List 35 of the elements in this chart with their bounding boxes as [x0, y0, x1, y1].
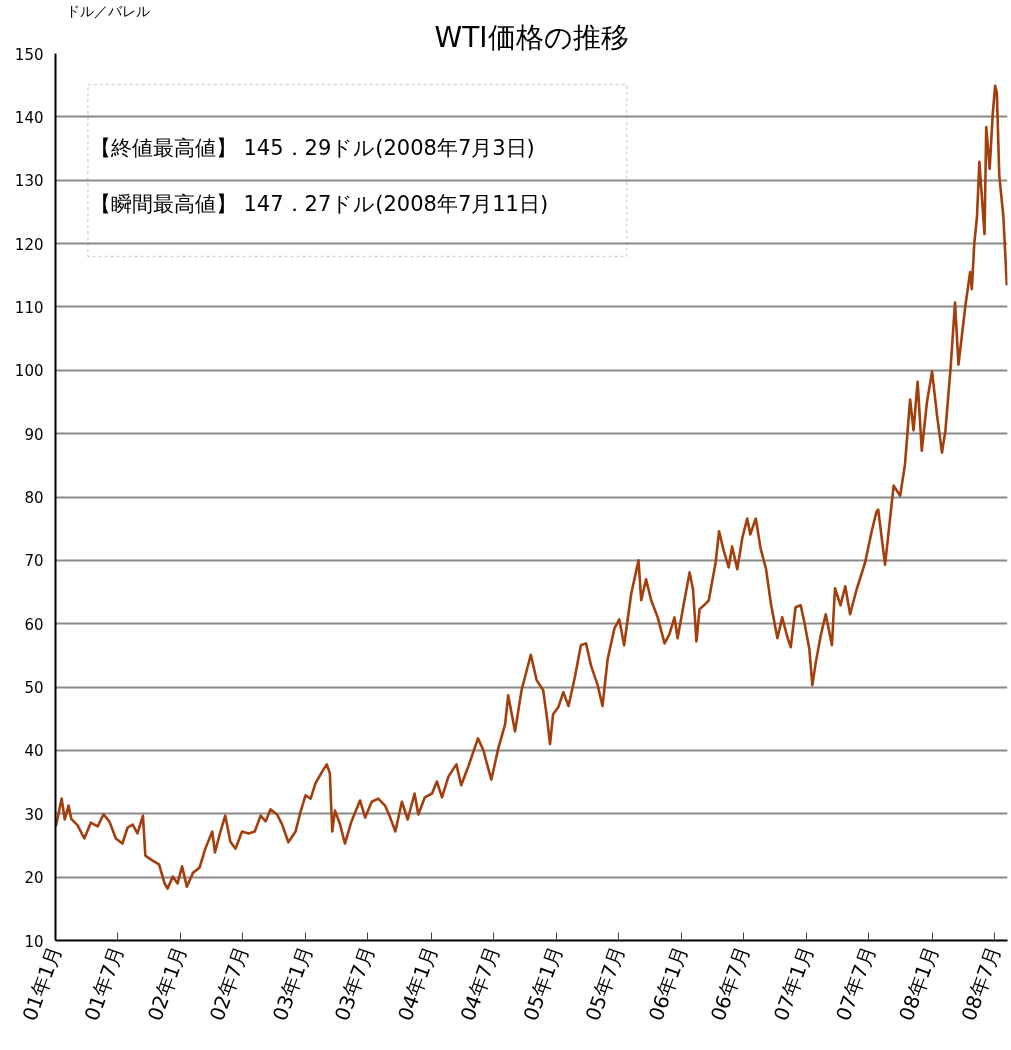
y-tick-label: 130: [14, 172, 44, 191]
y-tick-label: 60: [24, 615, 44, 634]
y-tick-label: 150: [14, 45, 44, 64]
y-tick-label: 20: [24, 869, 44, 888]
x-tick-label: 06年1月: [643, 942, 693, 1025]
x-tick-label: 01年7月: [79, 942, 129, 1025]
x-tick-label: 05年1月: [518, 942, 568, 1025]
x-tick-label: 08年1月: [893, 942, 944, 1025]
x-tick-label: 08年7月: [956, 942, 1006, 1025]
y-tick-label: 30: [24, 805, 44, 824]
line-series: [55, 84, 1008, 890]
x-tick-label: 03年1月: [267, 942, 318, 1025]
y-tick-label: 100: [14, 362, 44, 381]
x-tick-label: 04年7月: [455, 942, 505, 1025]
x-tick-label: 02年7月: [204, 942, 255, 1025]
annotation: 【終値最高値】 145．29ドル(2008年7月3日): [89, 135, 535, 160]
y-tick-label: 10: [24, 932, 44, 951]
y-tick-label: 120: [14, 235, 44, 254]
y-tick-label: 110: [14, 298, 44, 317]
y-tick-label: 140: [14, 108, 44, 127]
x-tick-label: 02年1月: [142, 942, 192, 1025]
y-tick-label: 90: [24, 425, 44, 444]
x-tick-label: 05年7月: [580, 942, 630, 1025]
y-tick-label: 80: [24, 489, 44, 507]
chart-title: WTI価格の推移: [434, 20, 629, 54]
y-axis-title: ドル／バレル: [65, 2, 150, 19]
y-tick-label: 50: [24, 679, 44, 698]
x-tick-label: 06年7月: [705, 942, 756, 1025]
annotation: 【瞬間最高値】 147．27ドル(2008年7月11日): [89, 192, 549, 217]
y-tick-label: 40: [24, 742, 44, 761]
x-tick-label: 04年1月: [392, 942, 443, 1025]
y-tick-label: 70: [24, 552, 44, 571]
x-tick-label: 03年7月: [329, 942, 380, 1025]
x-tick-label: 07年7月: [830, 942, 881, 1025]
x-tick-label: 07年1月: [768, 942, 819, 1025]
